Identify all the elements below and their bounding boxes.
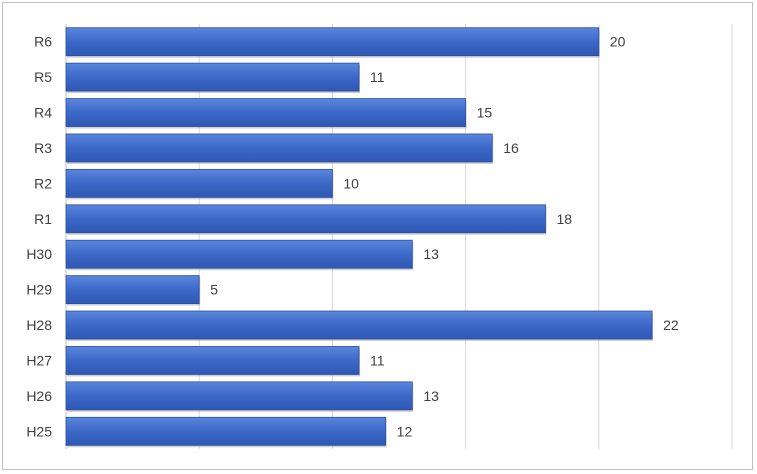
bars	[65, 27, 654, 448]
category-tick-label: H28	[26, 317, 52, 333]
data-label: 15	[477, 105, 493, 121]
data-label: 11	[370, 69, 385, 85]
bar-h30	[65, 239, 413, 269]
data-label: 22	[663, 317, 679, 333]
category-tick-label: R2	[34, 175, 52, 191]
bar-h28	[65, 310, 653, 340]
data-label: 13	[423, 246, 439, 262]
category-tick-label: H25	[26, 423, 52, 439]
category-tick-label: R1	[34, 211, 52, 227]
category-tick-label: R4	[34, 105, 52, 121]
category-tick-label: R5	[34, 69, 52, 85]
category-tick-label: H30	[26, 246, 52, 262]
labels: H25 12 H26 13 H27 11 H28 22 H29 5 H30 13 R1 18 R2 10 R3 1…	[26, 34, 679, 440]
bar-r5	[65, 62, 360, 92]
category-tick-label: R6	[34, 34, 52, 50]
bar-r1	[65, 204, 546, 234]
bar-h27	[65, 346, 360, 375]
data-label: 10	[343, 175, 359, 191]
bar-h25	[65, 416, 387, 446]
bar-r2	[65, 168, 333, 198]
bar-r3	[65, 133, 493, 163]
category-tick-label: H27	[26, 352, 52, 368]
bar-r6	[65, 27, 600, 57]
gridlines	[65, 24, 733, 449]
category-tick-label: H26	[26, 388, 52, 404]
bar-r4	[65, 98, 467, 127]
data-label: 13	[423, 388, 439, 404]
category-tick-label: R3	[34, 140, 52, 156]
bar-h26	[65, 381, 413, 411]
data-label: 20	[610, 34, 626, 50]
data-label: 12	[397, 423, 413, 439]
data-label: 5	[210, 282, 218, 298]
bar-h29	[65, 275, 200, 305]
data-label: 16	[503, 140, 519, 156]
category-tick-label: H29	[26, 282, 52, 298]
data-label: 11	[370, 352, 385, 368]
data-label: 18	[557, 211, 573, 227]
